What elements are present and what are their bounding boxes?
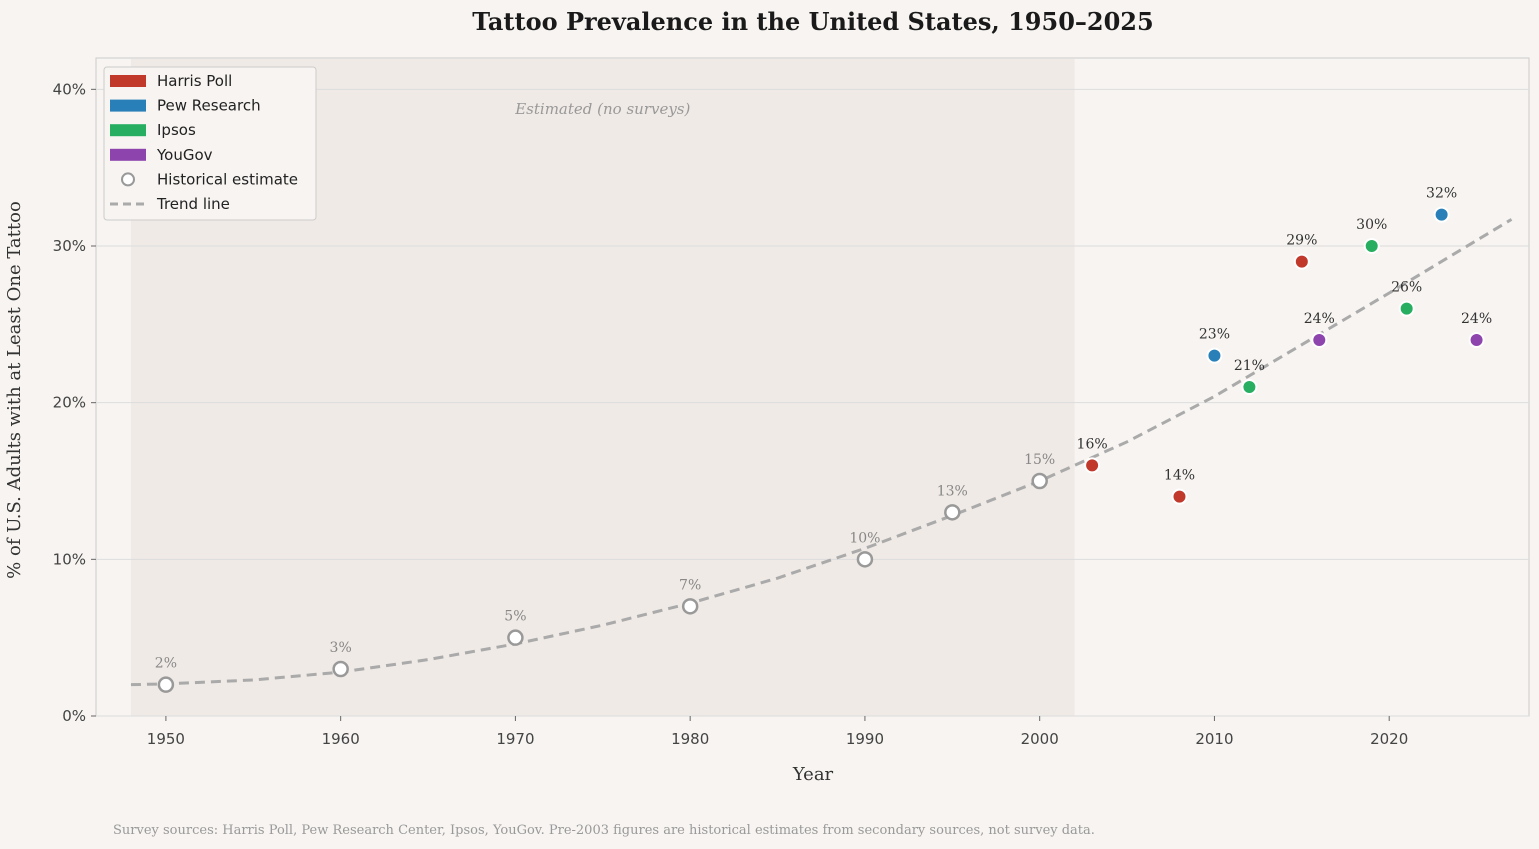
- survey-label: 14%: [1164, 468, 1195, 484]
- survey-label: 26%: [1391, 280, 1422, 296]
- x-axis-label: Year: [792, 764, 834, 785]
- survey-point: [1433, 206, 1450, 223]
- legend-label: Ipsos: [157, 121, 196, 139]
- survey-point: [1468, 332, 1485, 348]
- historical-point: [856, 551, 874, 568]
- trend-line: [130, 218, 1513, 687]
- historical-label: 3%: [330, 640, 352, 656]
- historical-point: [507, 629, 524, 646]
- legend-swatch: [110, 99, 146, 112]
- x-tick-label: 2010: [1195, 730, 1233, 748]
- legend-swatch: [110, 148, 146, 161]
- y-tick-label: 10%: [53, 550, 86, 568]
- y-axis-label: % of U.S. Adults with at Least One Tatto…: [4, 201, 25, 579]
- survey-point: [1363, 238, 1380, 254]
- survey-point: [1293, 253, 1310, 270]
- legend-swatch: [110, 124, 146, 137]
- x-tick-label: 1990: [846, 730, 884, 748]
- historical-point: [1031, 472, 1048, 490]
- historical-label: 13%: [937, 483, 968, 499]
- legend-label: YouGov: [156, 146, 213, 164]
- legend-label: Harris Poll: [157, 72, 232, 90]
- historical-point: [157, 676, 175, 693]
- survey-point: [1084, 457, 1101, 474]
- historical-label: 15%: [1024, 452, 1055, 468]
- legend-swatch: [110, 75, 146, 87]
- survey-label: 24%: [1461, 311, 1492, 327]
- footnote: Survey sources: Harris Poll, Pew Researc…: [113, 823, 1095, 838]
- historical-point: [332, 660, 349, 678]
- historical-point: [944, 504, 961, 521]
- historical-label: 2%: [155, 656, 177, 672]
- survey-label: 16%: [1077, 436, 1108, 452]
- survey-point: [1398, 300, 1415, 317]
- survey-label: 21%: [1234, 358, 1265, 374]
- survey-label: 30%: [1356, 217, 1387, 233]
- survey-label: 32%: [1426, 186, 1457, 202]
- legend-box: [103, 66, 317, 221]
- x-tick-label: 1980: [671, 730, 709, 748]
- y-tick-label: 30%: [53, 237, 86, 255]
- x-tick-label: 1970: [496, 730, 534, 748]
- estimated-region-label: Estimated (no surveys): [514, 100, 690, 118]
- survey-label: 29%: [1286, 233, 1317, 249]
- survey-point: [1206, 347, 1223, 364]
- y-tick-label: 40%: [53, 80, 86, 98]
- x-tick-label: 1950: [147, 730, 185, 748]
- chart-title: Tattoo Prevalence in the United States, …: [472, 7, 1153, 36]
- legend: Harris Poll Pew Research Ipsos YouGov Histor…: [103, 66, 317, 221]
- x-tick-label: 1960: [322, 730, 360, 748]
- x-tick-label: 2020: [1370, 730, 1408, 748]
- legend-label: Trend line: [156, 195, 230, 213]
- x-tick-label: 2000: [1021, 730, 1059, 748]
- historical-label: 5%: [504, 609, 526, 625]
- historical-point: [681, 598, 699, 615]
- survey-point: [1241, 379, 1258, 395]
- survey-point: [1311, 332, 1328, 348]
- y-tick-label: 0%: [62, 707, 86, 725]
- historical-label: 7%: [679, 577, 701, 593]
- legend-marker: [121, 172, 135, 187]
- survey-point: [1171, 488, 1188, 505]
- survey-label: 23%: [1199, 327, 1230, 343]
- legend-label: Historical estimate: [157, 170, 298, 188]
- historical-label: 10%: [849, 530, 880, 546]
- survey-label: 24%: [1304, 311, 1335, 327]
- legend-label: Pew Research: [157, 97, 261, 115]
- y-tick-label: 20%: [53, 394, 86, 412]
